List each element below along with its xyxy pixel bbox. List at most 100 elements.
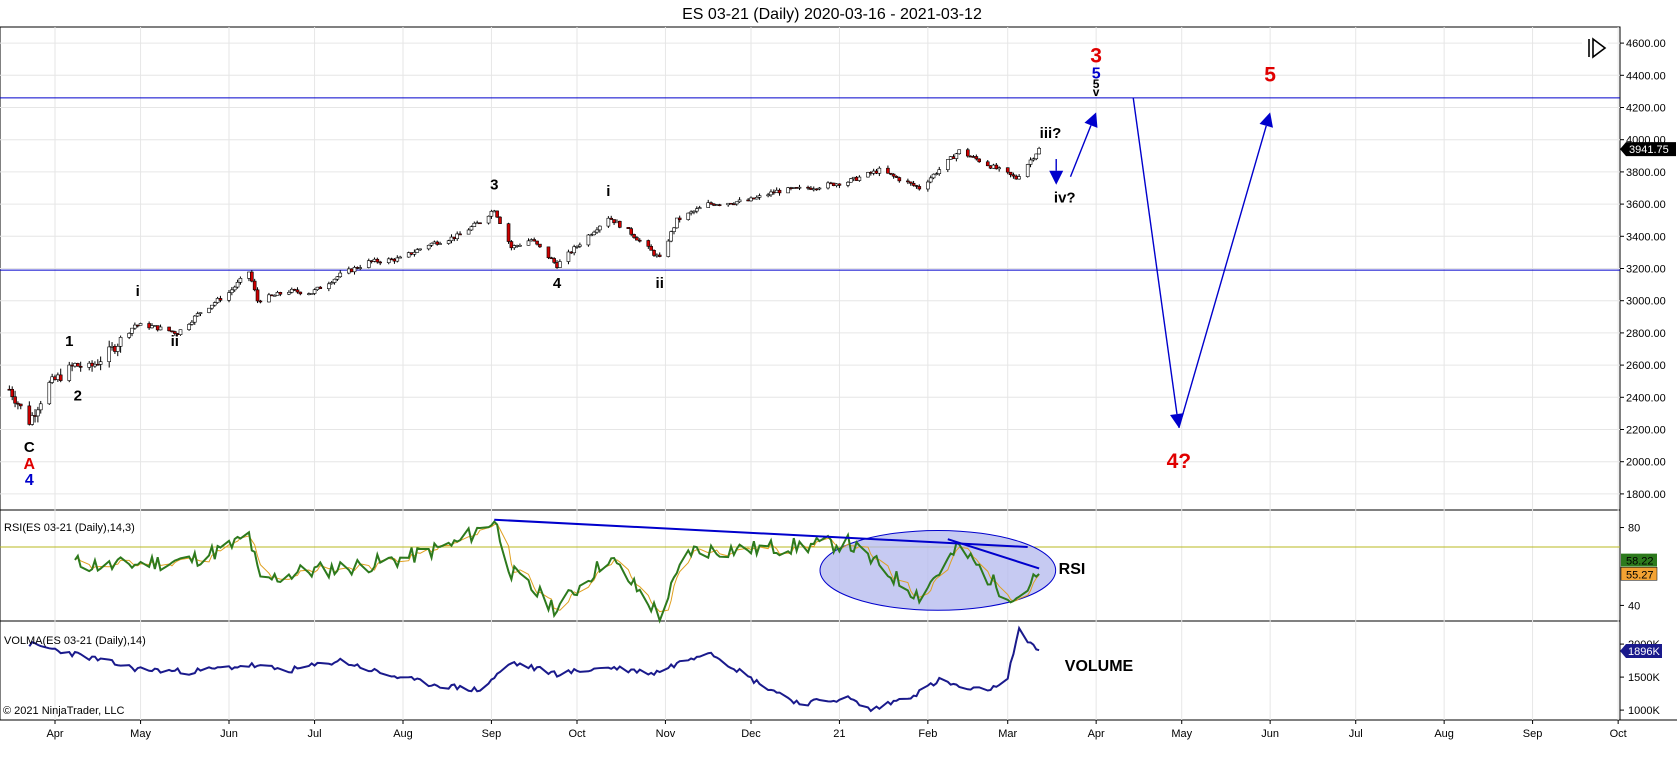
- candle: [486, 215, 491, 224]
- candle: [318, 286, 323, 289]
- candle: [235, 281, 240, 288]
- candle: [426, 244, 431, 250]
- candle: [455, 233, 459, 240]
- candle: [774, 189, 779, 193]
- x-tick-label: 21: [833, 728, 845, 740]
- candle: [506, 223, 511, 242]
- candle: [432, 241, 437, 244]
- candle: [985, 161, 990, 167]
- candle: [806, 186, 810, 189]
- candle: [90, 362, 94, 367]
- wave-label: iv?: [1054, 189, 1076, 206]
- candle: [886, 167, 890, 174]
- candle: [515, 245, 519, 247]
- forecast-arrow-head: [1259, 112, 1273, 128]
- candle: [1011, 174, 1016, 177]
- candle: [429, 242, 434, 246]
- candle: [409, 252, 414, 255]
- volma-last-marker: [1620, 643, 1662, 658]
- candle: [452, 236, 457, 240]
- candle: [110, 346, 114, 348]
- candle: [675, 217, 679, 229]
- scroll-to-end-button[interactable]: [1582, 36, 1608, 62]
- candle: [549, 257, 554, 260]
- candle: [834, 183, 839, 186]
- candle: [392, 258, 397, 262]
- candle: [1008, 171, 1013, 176]
- candle: [726, 202, 730, 206]
- chart-title: ES 03-21 (Daily) 2020-03-16 - 2021-03-12: [682, 6, 982, 23]
- candle: [732, 203, 736, 206]
- candle: [210, 304, 214, 309]
- candle: [997, 167, 1001, 170]
- candle: [509, 241, 514, 249]
- candle: [991, 164, 996, 169]
- candle: [298, 291, 303, 295]
- candle: [1034, 153, 1039, 160]
- candle: [906, 180, 910, 183]
- candle: [649, 246, 653, 251]
- candle: [478, 222, 482, 225]
- x-axis: Apr May Jun Jul Aug Sep Oct Nov Dec 21 Feb Mar Apr Ma…: [46, 720, 1627, 740]
- wave-label: 3: [1090, 44, 1102, 67]
- candle: [817, 187, 822, 190]
- candle: [746, 199, 750, 202]
- candle: [535, 240, 539, 245]
- candle: [369, 260, 374, 262]
- candle: [794, 187, 799, 189]
- candle: [93, 363, 97, 367]
- x-tick-label: Apr: [1088, 728, 1105, 740]
- candle: [1028, 159, 1033, 165]
- y-tick-label: 2000.00: [1626, 457, 1666, 469]
- candle: [957, 149, 962, 155]
- candle: [76, 363, 80, 367]
- candle: [56, 374, 60, 380]
- candle: [267, 294, 271, 303]
- candle: [606, 217, 611, 227]
- candle: [851, 176, 856, 180]
- volma-layer: 1000K1500K2000K1896K: [28, 625, 1662, 717]
- candle: [757, 195, 762, 198]
- candle: [689, 211, 693, 214]
- candle: [752, 197, 756, 200]
- candle: [78, 366, 83, 368]
- candle: [994, 164, 999, 170]
- candle: [212, 302, 217, 306]
- volma-y-tick-label: 1500K: [1628, 672, 1660, 684]
- candle: [36, 409, 40, 417]
- candle: [518, 245, 522, 247]
- candle: [934, 173, 939, 176]
- candle: [917, 186, 922, 190]
- rsi-y-tick-label: 40: [1628, 600, 1640, 612]
- wave-label: 5: [1264, 64, 1276, 87]
- candle: [566, 251, 571, 262]
- candle: [695, 208, 699, 212]
- candle: [988, 165, 993, 169]
- candle: [572, 246, 576, 254]
- candle: [512, 245, 517, 249]
- candle: [472, 222, 477, 227]
- candle: [250, 271, 254, 282]
- candle: [908, 181, 913, 184]
- volma-panel-label: VOLMA(ES 03-21 (Daily),14): [4, 635, 146, 647]
- x-tick-label: Aug: [393, 728, 413, 740]
- forecast-arrow-head: [1049, 170, 1064, 185]
- candle: [170, 330, 174, 333]
- y-tick-label: 2200.00: [1626, 425, 1666, 437]
- y-tick-label: 3200.00: [1626, 264, 1666, 276]
- wave-label: ii: [656, 275, 664, 292]
- candle: [47, 382, 52, 405]
- candle: [772, 191, 776, 194]
- candle: [498, 216, 502, 224]
- x-tick-label: Oct: [1610, 728, 1627, 740]
- candle: [786, 187, 790, 194]
- rsi-last-marker: [1620, 567, 1658, 581]
- rsi-y-tick-label: 80: [1628, 523, 1640, 535]
- gridlines: 1800.00 2000.00 2200.00 2400.00 2600.00 2800.…: [0, 27, 1666, 720]
- candle: [968, 155, 973, 158]
- candle: [769, 191, 773, 196]
- wave-label: 5: [1092, 66, 1101, 83]
- x-tick-label: Aug: [1434, 728, 1454, 740]
